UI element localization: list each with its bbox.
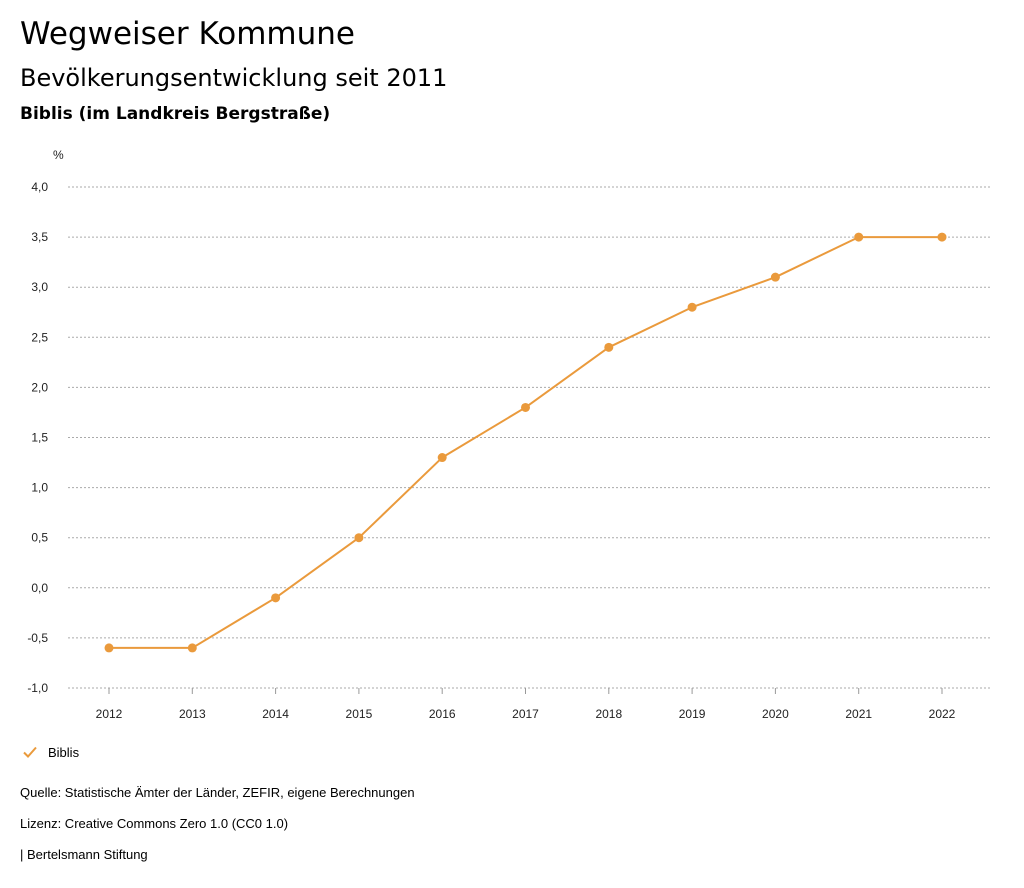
x-tick-label: 2019 (679, 707, 706, 721)
x-axis-ticks: 2012 2013 2014 2015 2016 2017 2018 2019 2020 2021… (96, 688, 956, 721)
x-tick-label: 2017 (512, 707, 539, 721)
y-tick-label: 1,0 (31, 481, 48, 495)
y-tick-label: -1,0 (27, 681, 48, 695)
line-chart: -1,0 -0,5 0,0 0,5 1,0 1,5 2,0 2,5 3,0 3,5 4,0 2012… (27, 148, 990, 721)
y-tick-label: 2,0 (31, 380, 48, 394)
series-line-biblis (109, 236, 942, 649)
x-tick-label: 2013 (179, 707, 206, 721)
source-note: Quelle: Statistische Ämter der Länder, Z… (20, 785, 415, 800)
data-point[interactable] (521, 402, 530, 412)
data-point[interactable] (687, 302, 697, 312)
data-point[interactable] (271, 593, 281, 603)
data-point[interactable] (937, 232, 947, 242)
legend-label: Biblis (48, 744, 80, 760)
x-tick-label: 2015 (346, 707, 373, 721)
data-point[interactable] (354, 533, 364, 543)
y-axis-ticks: -1,0 -0,5 0,0 0,5 1,0 1,5 2,0 2,5 3,0 3,5 4,0 (27, 180, 48, 695)
y-tick-label: 3,5 (31, 230, 48, 244)
chart-location: Biblis (im Landkreis Bergstraße) (20, 104, 331, 124)
y-tick-label: 0,5 (31, 531, 48, 545)
y-tick-label: 1,5 (31, 431, 48, 445)
data-point[interactable] (854, 232, 864, 242)
x-tick-label: 2016 (429, 707, 456, 721)
data-point[interactable] (437, 453, 447, 463)
x-tick-label: 2012 (96, 707, 123, 721)
y-tick-label: 4,0 (31, 180, 48, 194)
check-icon (22, 744, 38, 760)
license-note: Lizenz: Creative Commons Zero 1.0 (CC0 1… (20, 816, 289, 831)
data-point[interactable] (604, 342, 614, 352)
x-tick-label: 2021 (845, 707, 872, 721)
y-tick-label: -0,5 (27, 631, 48, 645)
legend-item-biblis[interactable]: Biblis (22, 744, 79, 760)
x-tick-label: 2022 (929, 707, 956, 721)
data-point[interactable] (104, 643, 114, 653)
page-title: Wegweiser Kommune (20, 16, 355, 52)
x-tick-label: 2014 (262, 707, 289, 721)
y-tick-label: 2,5 (31, 330, 48, 344)
data-point[interactable] (187, 643, 197, 653)
y-tick-label: 3,0 (31, 280, 48, 294)
data-point[interactable] (770, 272, 780, 282)
x-tick-label: 2018 (595, 707, 622, 721)
y-tick-label: 0,0 (31, 581, 48, 595)
chart-subtitle: Bevölkerungsentwicklung seit 2011 (20, 64, 448, 92)
x-tick-label: 2020 (762, 707, 789, 721)
series-layer (104, 232, 947, 653)
y-axis-unit: % (53, 148, 64, 162)
grid-lines (68, 186, 990, 689)
publisher-note: | Bertelsmann Stiftung (20, 847, 148, 862)
